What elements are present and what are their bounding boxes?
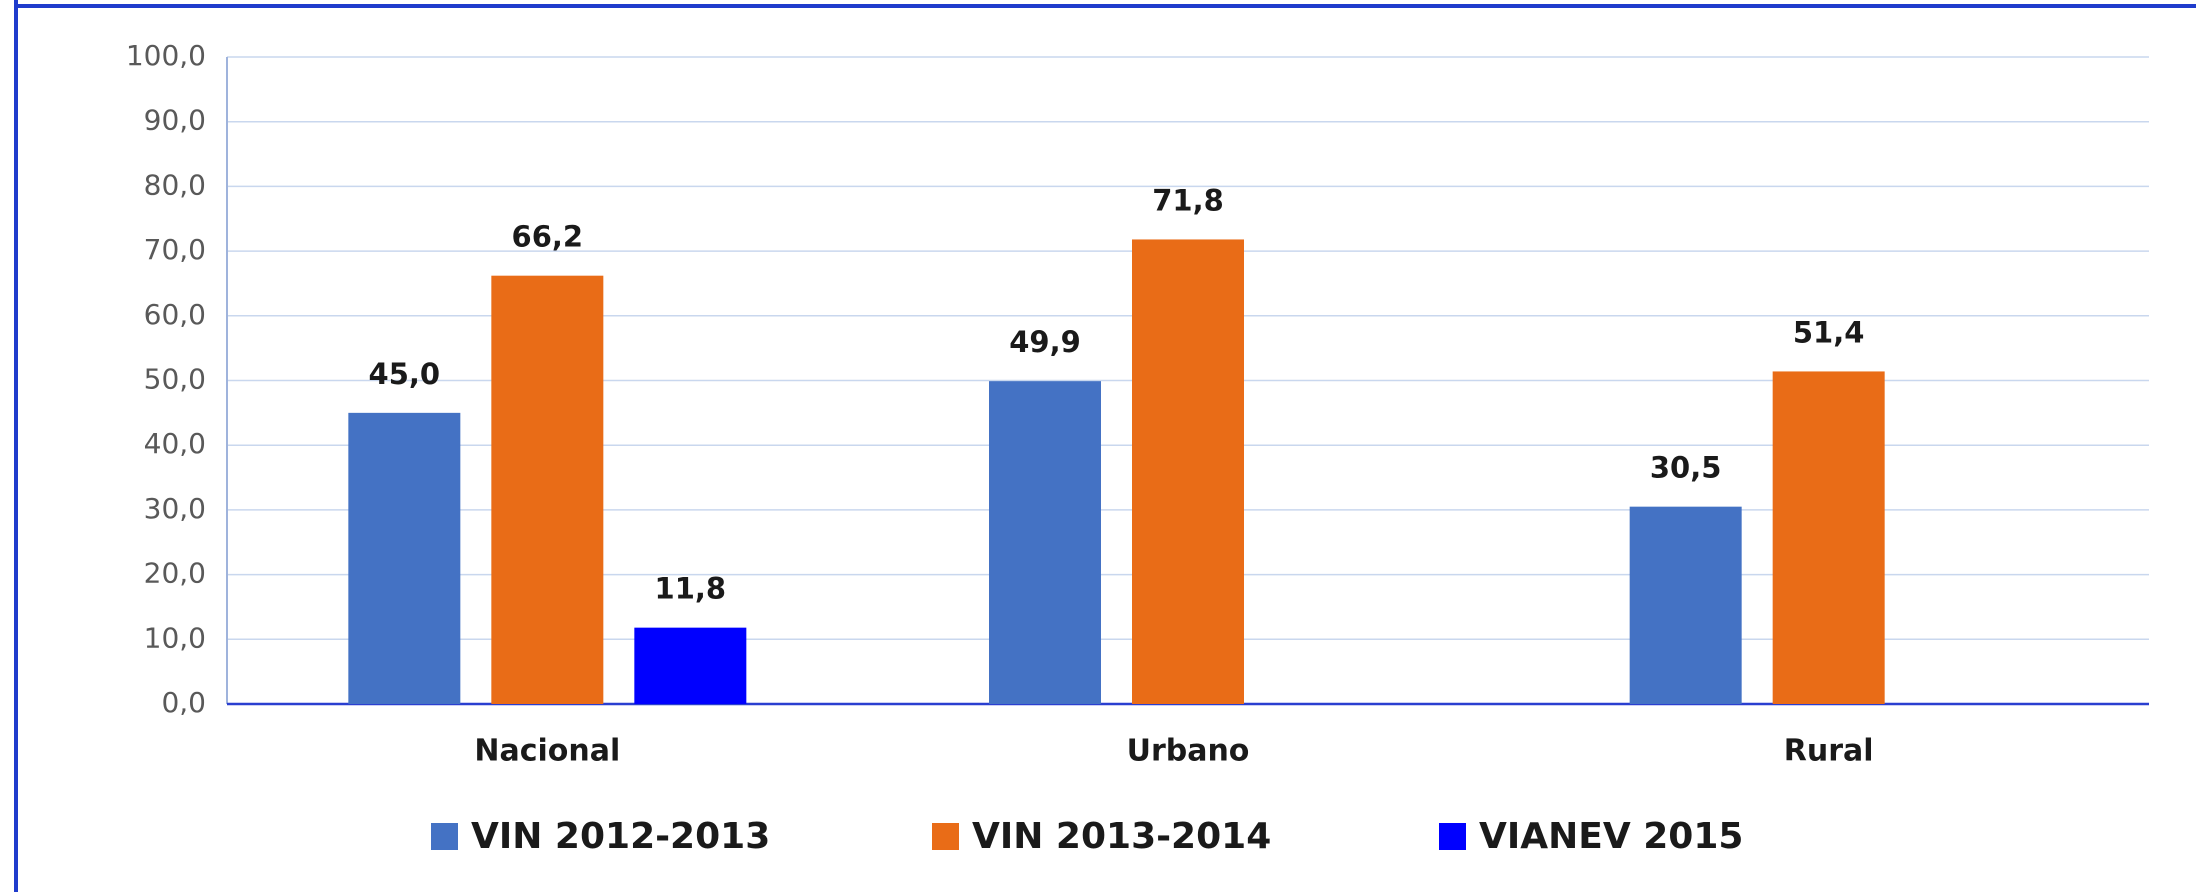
data-label: 45,0 — [369, 357, 441, 391]
data-label: 11,8 — [655, 572, 727, 606]
bar — [491, 275, 604, 704]
legend-label: VIN 2013-2014 — [972, 816, 1271, 857]
y-tick-label: 90,0 — [144, 104, 206, 137]
data-label: 49,9 — [1009, 325, 1081, 359]
data-label: 30,5 — [1650, 451, 1722, 485]
data-label: 71,8 — [1152, 183, 1224, 217]
y-tick-label: 60,0 — [144, 298, 206, 331]
bar — [1772, 371, 1885, 704]
x-tick-label: Urbano — [1127, 734, 1250, 769]
y-tick-label: 100,0 — [126, 39, 206, 72]
bar — [348, 412, 461, 704]
legend-swatch — [1439, 823, 1466, 850]
data-label: 66,2 — [512, 220, 584, 254]
y-tick-label: 80,0 — [144, 168, 206, 201]
y-tick-label: 70,0 — [144, 233, 206, 266]
bar — [989, 381, 1101, 704]
x-tick-label: Nacional — [474, 734, 620, 769]
y-tick-label: 50,0 — [144, 363, 206, 396]
y-tick-label: 10,0 — [144, 621, 206, 654]
y-tick-label: 20,0 — [144, 557, 206, 590]
legend-label: VIANEV 2015 — [1479, 816, 1743, 857]
legend-label: VIN 2012-2013 — [471, 816, 770, 857]
x-tick-label: Rural — [1784, 734, 1874, 769]
y-tick-label: 30,0 — [144, 492, 206, 525]
bar — [634, 627, 747, 704]
legend-swatch — [431, 823, 458, 850]
y-tick-label: 40,0 — [144, 427, 206, 460]
legend-swatch — [932, 823, 959, 850]
y-tick-label: 0,0 — [161, 686, 206, 719]
bar — [1132, 239, 1244, 705]
bar — [1629, 506, 1742, 704]
data-label: 51,4 — [1793, 315, 1865, 349]
